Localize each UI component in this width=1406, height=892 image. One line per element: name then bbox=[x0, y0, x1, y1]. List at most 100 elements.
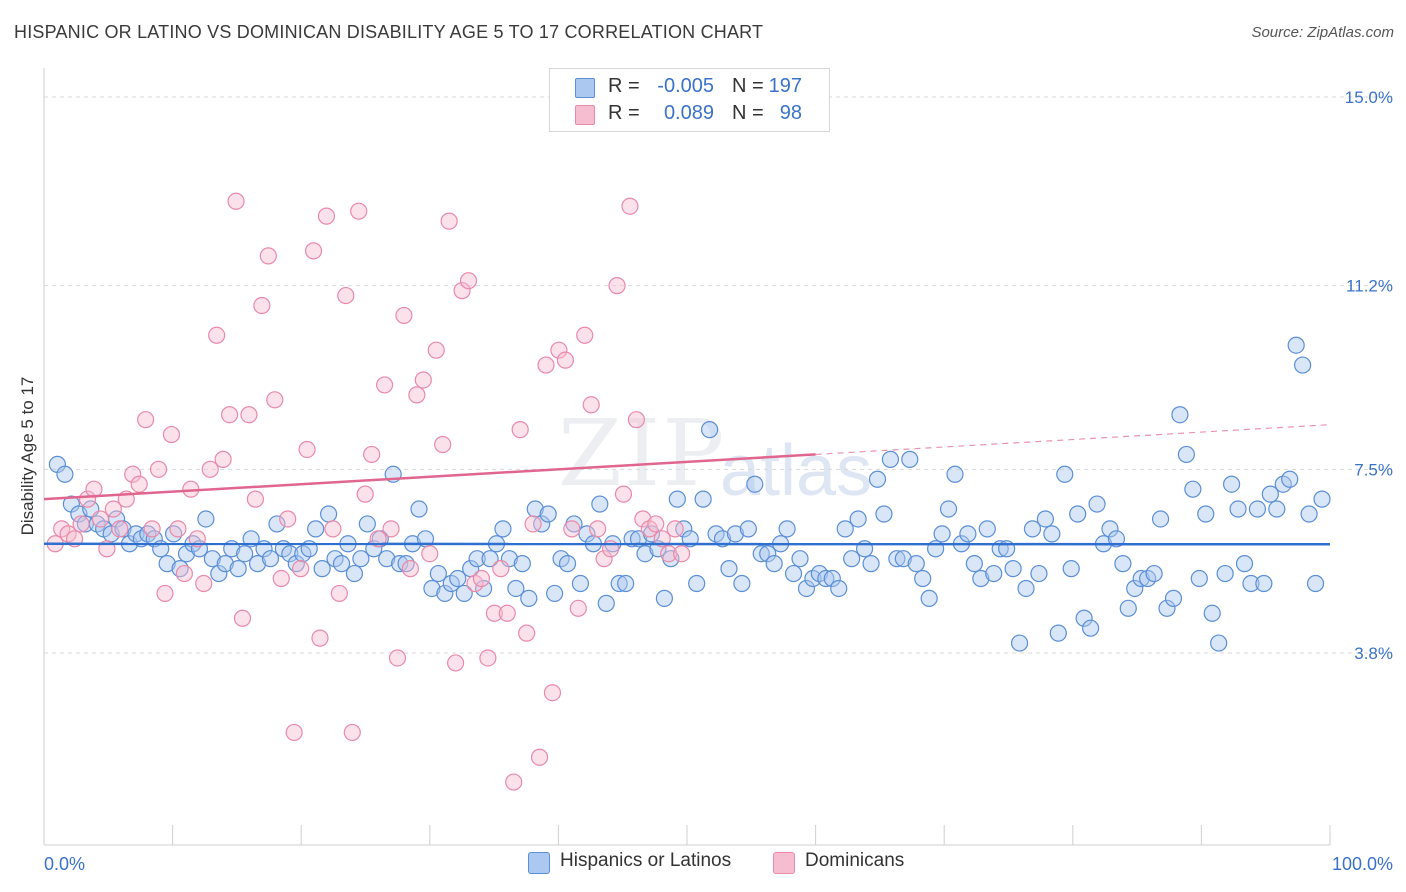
hispanic-point bbox=[888, 550, 906, 568]
dominican-point bbox=[317, 207, 336, 225]
dominican-point bbox=[382, 520, 400, 538]
dominican-point bbox=[324, 520, 342, 538]
dominican-point bbox=[356, 485, 374, 503]
hispanic-point bbox=[920, 589, 938, 607]
dominican-point bbox=[408, 386, 426, 404]
dominican-point bbox=[673, 545, 691, 563]
dominican-point bbox=[569, 599, 587, 617]
hispanic-point bbox=[558, 555, 577, 573]
dominican-point bbox=[279, 510, 297, 528]
dominican-point bbox=[285, 723, 303, 742]
dominican-point bbox=[214, 450, 232, 468]
dominican-point bbox=[550, 341, 568, 359]
hispanic-point bbox=[429, 564, 447, 583]
hispanic-point bbox=[1101, 520, 1119, 538]
hispanic-point bbox=[914, 569, 932, 588]
dominican-point bbox=[388, 649, 407, 667]
hispanic-point bbox=[733, 574, 751, 593]
hispanic-point bbox=[203, 550, 221, 568]
dominican-point bbox=[647, 515, 665, 533]
x-tick-label: 0.0% bbox=[44, 854, 85, 874]
dominican-point bbox=[149, 460, 168, 478]
hispanic-point bbox=[236, 545, 254, 563]
hispanic-point bbox=[481, 550, 499, 568]
hispanic-point bbox=[1242, 574, 1260, 593]
hispanic-point bbox=[784, 564, 803, 583]
hispanic-point bbox=[849, 510, 867, 528]
hispanic-point bbox=[494, 520, 512, 538]
dominican-point bbox=[660, 545, 678, 563]
hispanic-point bbox=[526, 500, 544, 518]
dominican-point bbox=[233, 609, 252, 627]
hispanic-point bbox=[1114, 555, 1132, 573]
hispanic-point bbox=[210, 564, 228, 583]
hispanic-point bbox=[1300, 505, 1318, 523]
hispanic-point bbox=[578, 525, 596, 543]
x-tick-label: 100.0% bbox=[1332, 854, 1393, 874]
hispanics-swatch bbox=[575, 78, 595, 98]
dominican-point bbox=[485, 604, 503, 622]
r-label: R = bbox=[608, 102, 640, 124]
hispanic-point bbox=[1216, 564, 1234, 583]
hispanic-point bbox=[1043, 525, 1061, 543]
dominican-point bbox=[259, 247, 277, 265]
hispanic-point bbox=[410, 500, 428, 518]
y-tick-label: 3.8% bbox=[1354, 644, 1393, 663]
dominican-point bbox=[195, 574, 213, 593]
hispanic-point bbox=[875, 505, 893, 523]
dominican-point bbox=[576, 326, 594, 344]
dominican-point bbox=[208, 326, 226, 344]
dominican-point bbox=[614, 485, 633, 503]
hispanic-point bbox=[1281, 470, 1299, 488]
dominican-point bbox=[272, 569, 290, 588]
dominican-point bbox=[124, 465, 142, 483]
hispanic-point bbox=[1287, 336, 1305, 354]
hispanic-point bbox=[746, 475, 764, 493]
hispanic-point bbox=[539, 505, 557, 523]
hispanic-point bbox=[939, 500, 958, 518]
dominican-point bbox=[543, 684, 562, 702]
dominican-point bbox=[530, 748, 549, 766]
hispanic-point bbox=[675, 520, 693, 538]
hispanic-point bbox=[1082, 619, 1100, 637]
hispanics-legend-swatch bbox=[528, 852, 550, 874]
dominican-point bbox=[175, 564, 193, 583]
r-value: -0.005 bbox=[657, 75, 714, 97]
hispanic-point bbox=[668, 490, 686, 508]
hispanic-point bbox=[946, 465, 964, 483]
hispanic-point bbox=[739, 520, 757, 538]
dominican-point bbox=[634, 510, 652, 528]
hispanic-point bbox=[591, 495, 609, 513]
hispanic-point bbox=[1107, 530, 1126, 548]
hispanic-point bbox=[726, 525, 745, 543]
hispanic-point bbox=[261, 550, 280, 568]
hispanic-point bbox=[177, 545, 196, 563]
hispanic-point bbox=[1177, 445, 1195, 464]
dominican-point bbox=[375, 376, 394, 394]
dominican-point bbox=[143, 520, 161, 538]
hispanic-point bbox=[1268, 500, 1286, 518]
hispanic-point bbox=[965, 555, 983, 573]
hispanic-point bbox=[1222, 475, 1241, 493]
dominican-point bbox=[472, 569, 491, 588]
hispanic-point bbox=[1036, 510, 1054, 528]
y-tick-label: 15.0% bbox=[1345, 88, 1393, 107]
hispanic-point bbox=[862, 555, 880, 573]
stats-row-hispanics: R = -0.005 N = 197 bbox=[550, 75, 829, 101]
hispanic-point bbox=[1088, 495, 1106, 513]
dominican-point bbox=[447, 654, 465, 672]
hispanic-point bbox=[843, 550, 861, 568]
dominican-point bbox=[440, 212, 458, 230]
hispanic-point bbox=[907, 555, 925, 573]
hispanic-point bbox=[1171, 406, 1189, 424]
dominican-point bbox=[227, 192, 245, 210]
hispanic-point bbox=[56, 465, 74, 483]
hispanic-point bbox=[313, 560, 331, 578]
dominican-point bbox=[266, 391, 284, 409]
dominican-point bbox=[621, 197, 639, 215]
hispanic-point bbox=[610, 574, 628, 593]
dominican-point bbox=[298, 440, 316, 459]
dominican-point bbox=[253, 296, 271, 315]
dominican-point bbox=[595, 550, 613, 568]
